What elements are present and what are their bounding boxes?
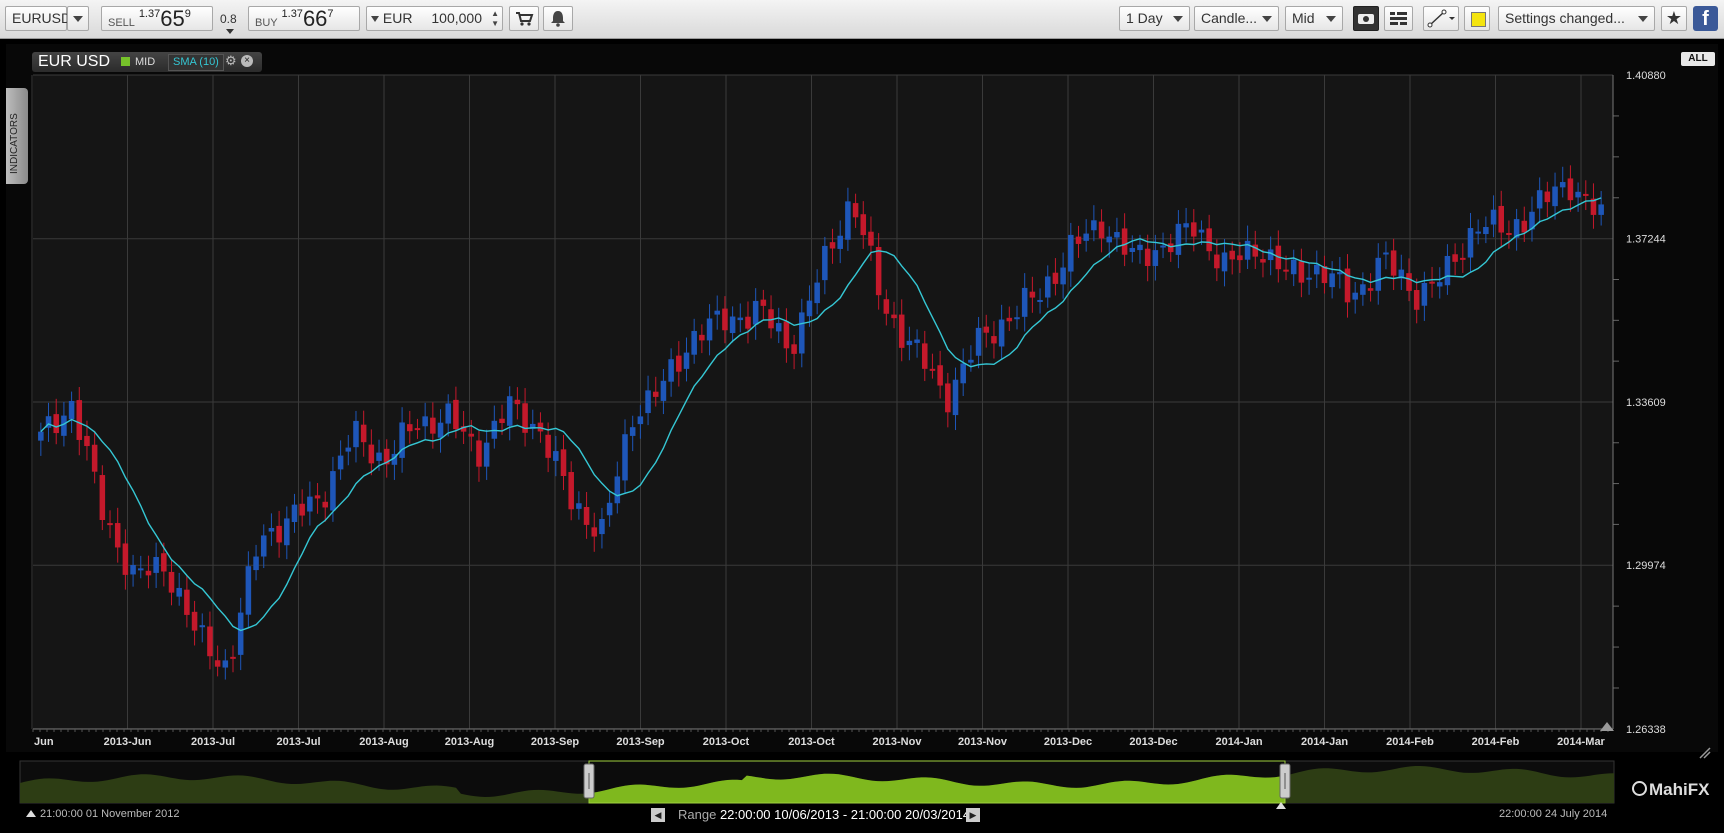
draw-tool-button[interactable] [1423,6,1459,31]
logo-text: MahiFX [1649,780,1710,799]
chevron-down-icon [1262,16,1272,22]
sell-price-prefix: 1.37 [138,8,161,20]
buy-price-fraction: 7 [327,8,334,20]
mahifx-logo: MahiFX [1632,780,1709,800]
buy-price-pips: 66 [302,6,328,31]
range-end-handle-icon[interactable] [1276,802,1286,809]
navigator-start-date: 21:00:00 01 November 2012 [26,808,179,820]
amount-field[interactable]: EUR 100,000 ▲ ▼ [366,6,503,31]
snapshot-button[interactable] [1353,6,1379,31]
close-icon[interactable]: × [241,55,253,67]
navigator-background [19,760,1615,804]
start-date-label: 21:00:00 01 November 2012 [40,808,180,820]
indicators-tab-label: INDICATORS [9,113,20,174]
chevron-down-icon [1173,16,1183,22]
cart-button[interactable] [509,6,539,31]
instrument-label: EUR USD [38,53,111,70]
toolbar: EURUSD SELL 1.37659 0.8 BUY 1.37667 EUR … [0,0,1724,39]
layout-button[interactable] [1384,6,1413,31]
chart-legend: EUR USD MID SMA (10) ⚙ × [32,52,262,72]
range-forward-button[interactable]: ▶ [966,808,980,822]
settings-select[interactable]: Settings changed... [1498,6,1655,31]
price-type-select[interactable]: Mid [1285,6,1343,31]
sell-button[interactable]: SELL 1.37659 [101,6,213,31]
color-swatch-icon [1471,12,1486,27]
start-handle-icon[interactable] [26,810,36,817]
chevron-down-icon [73,16,83,22]
facebook-icon[interactable]: f [1693,6,1718,31]
symbol-label: EURUSD [12,10,72,26]
interval-select[interactable]: 1 Day [1119,6,1190,31]
chart-style-select[interactable]: Candle... [1194,6,1279,31]
camera-icon [1358,14,1374,24]
chevron-down-icon [1326,16,1336,22]
spread-value: 0.8 [220,12,237,26]
gear-icon[interactable]: ⚙ [225,53,237,68]
mid-series-swatch [121,57,130,66]
trendline-icon [1427,9,1455,28]
interval-label: 1 Day [1126,10,1163,26]
currency-label: EUR [382,10,413,26]
range-label: Range [678,807,717,822]
navigator-end-date: 22:00:00 24 July 2014 [1499,808,1608,820]
spread-arrow-icon [226,29,234,34]
buy-button[interactable]: BUY 1.37667 [248,6,360,31]
navigator-selected-area [589,773,1285,803]
mid-series-label: MID [135,56,156,68]
sma-indicator-label[interactable]: SMA (10) [168,54,224,71]
sell-price-pips: 65 [160,6,185,31]
skip-forward-icon: ▶ [969,810,977,820]
cart-icon [516,12,534,26]
range-value: 22:00:00 10/06/2013 - 21:00:00 20/03/201… [719,807,971,822]
navigator-handle [1279,763,1291,799]
indicators-tab[interactable]: INDICATORS [6,88,28,184]
currency-dropdown-icon [371,16,379,23]
chevron-down-icon [1638,16,1648,22]
amount-value: 100,000 [431,10,482,26]
navigator-selection-frame [588,760,1286,804]
sell-price-fraction: 9 [184,8,191,20]
favorite-button[interactable]: ★ [1661,6,1687,31]
chart-panel [6,44,1718,752]
range-display: Range 22:00:00 10/06/2013 - 21:00:00 20/… [678,807,970,822]
sell-label: SELL [108,17,135,29]
color-picker-button[interactable] [1464,6,1490,31]
navigator-layer [19,760,1615,804]
range-back-button[interactable]: ◀ [651,808,665,822]
settings-label: Settings changed... [1505,10,1625,26]
alert-button[interactable] [543,6,573,31]
star-icon: ★ [1665,8,1683,28]
skip-back-icon: ◀ [654,810,662,820]
navigator-handle [583,763,595,799]
logo-icon [1632,781,1647,796]
bell-icon [551,11,565,27]
chart-style-label: Candle... [1201,10,1258,26]
layout-icon [1390,12,1407,25]
buy-price-prefix: 1.37 [281,8,303,20]
symbol-select[interactable]: EURUSD [5,6,71,31]
all-button[interactable]: ALL [1681,52,1715,66]
symbol-dropdown-button[interactable] [67,6,89,31]
navigator-area [20,766,1614,803]
amount-stepper-icon[interactable]: ▲ ▼ [491,9,499,28]
buy-label: BUY [255,17,278,29]
price-type-label: Mid [1292,10,1315,26]
